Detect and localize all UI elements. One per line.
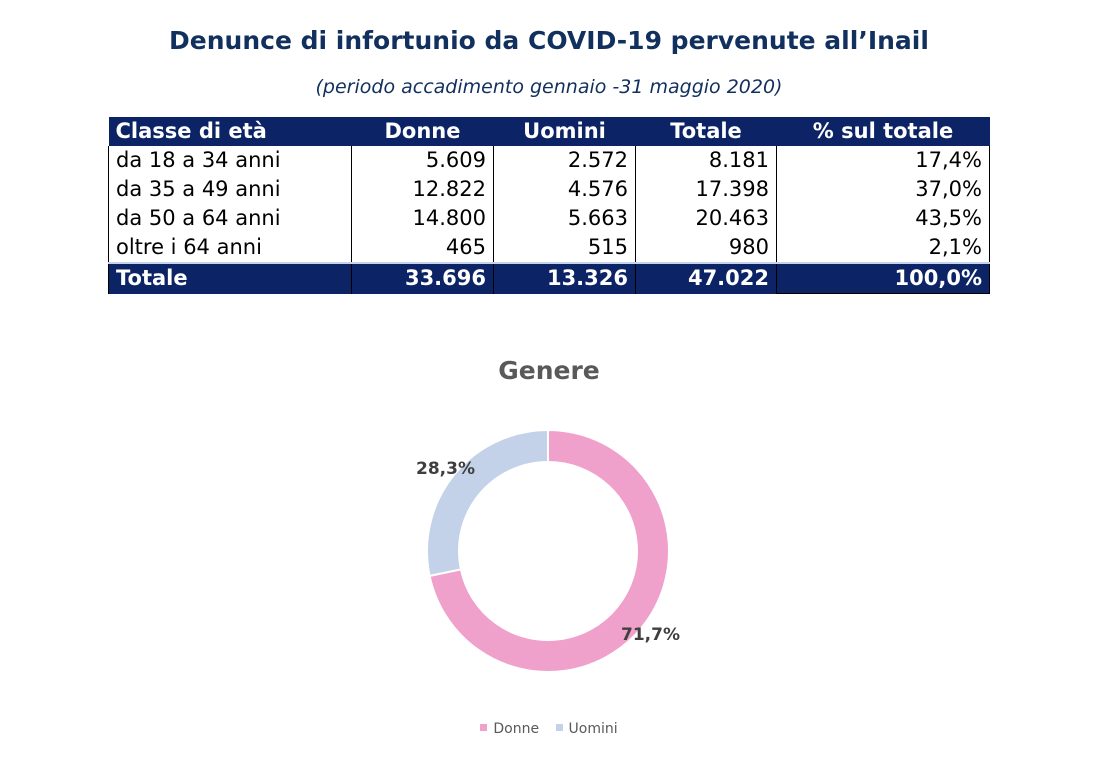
column-header-total: Totale bbox=[635, 117, 777, 146]
donut-slice-donne bbox=[428, 428, 670, 673]
cell-total: 980 bbox=[635, 233, 777, 264]
cell-total: 20.463 bbox=[635, 204, 777, 233]
total-men: 13.326 bbox=[493, 263, 636, 294]
table-total-row: Totale 33.696 13.326 47.022 100,0% bbox=[108, 262, 990, 294]
chart-title: Genere bbox=[498, 356, 600, 385]
page-title: Denunce di infortunio da COVID-19 perven… bbox=[169, 26, 929, 55]
table-row: oltre i 64 anni 465 515 980 2,1% bbox=[108, 233, 990, 264]
cell-percent: 43,5% bbox=[776, 204, 990, 233]
cell-total: 17.398 bbox=[635, 175, 777, 204]
legend-label-uomini: Uomini bbox=[568, 721, 618, 737]
table-row: da 50 a 64 anni 14.800 5.663 20.463 43,5… bbox=[108, 204, 990, 233]
cell-age-class: da 50 a 64 anni bbox=[108, 204, 352, 233]
page-subtitle: (periodo accadimento gennaio -31 maggio … bbox=[315, 76, 783, 98]
cell-percent: 17,4% bbox=[776, 146, 990, 175]
total-percent: 100,0% bbox=[776, 262, 990, 294]
cell-men: 5.663 bbox=[493, 204, 636, 233]
table-header-row: Classe di età Donne Uomini Totale % sul … bbox=[108, 117, 990, 146]
cell-men: 2.572 bbox=[493, 146, 636, 175]
cell-women: 465 bbox=[351, 233, 494, 264]
cell-age-class: da 35 a 49 anni bbox=[108, 175, 352, 204]
cell-age-class: da 18 a 34 anni bbox=[108, 146, 352, 175]
slice-label-donne: 71,7% bbox=[621, 625, 680, 645]
column-header-women: Donne bbox=[351, 117, 494, 146]
legend-item-donne: Donne bbox=[480, 721, 539, 737]
cell-men: 515 bbox=[493, 233, 636, 264]
cell-men: 4.576 bbox=[493, 175, 636, 204]
total-total: 47.022 bbox=[635, 263, 777, 294]
table-row: da 18 a 34 anni 5.609 2.572 8.181 17,4% bbox=[108, 146, 990, 175]
cell-percent: 37,0% bbox=[776, 175, 990, 204]
cell-women: 14.800 bbox=[351, 204, 494, 233]
legend-swatch-uomini bbox=[555, 724, 563, 731]
age-class-table: Classe di età Donne Uomini Totale % sul … bbox=[108, 117, 990, 294]
cell-percent: 2,1% bbox=[776, 233, 990, 264]
table-row: da 35 a 49 anni 12.822 4.576 17.398 37,0… bbox=[108, 175, 990, 204]
chart-legend: Donne Uomini bbox=[0, 721, 1098, 737]
total-label: Totale bbox=[108, 263, 352, 294]
cell-total: 8.181 bbox=[635, 146, 777, 175]
legend-label-donne: Donne bbox=[493, 721, 540, 737]
column-header-percent: % sul totale bbox=[776, 117, 990, 146]
donut-slice-uomini bbox=[426, 428, 549, 578]
total-women: 33.696 bbox=[351, 263, 494, 294]
legend-swatch-donne bbox=[480, 724, 488, 731]
slice-label-uomini: 28,3% bbox=[416, 459, 475, 479]
cell-women: 12.822 bbox=[351, 175, 494, 204]
cell-age-class: oltre i 64 anni bbox=[108, 233, 352, 264]
column-header-men: Uomini bbox=[493, 117, 636, 146]
cell-women: 5.609 bbox=[351, 146, 494, 175]
legend-item-uomini: Uomini bbox=[555, 721, 618, 737]
column-header-age-class: Classe di età bbox=[108, 117, 352, 146]
